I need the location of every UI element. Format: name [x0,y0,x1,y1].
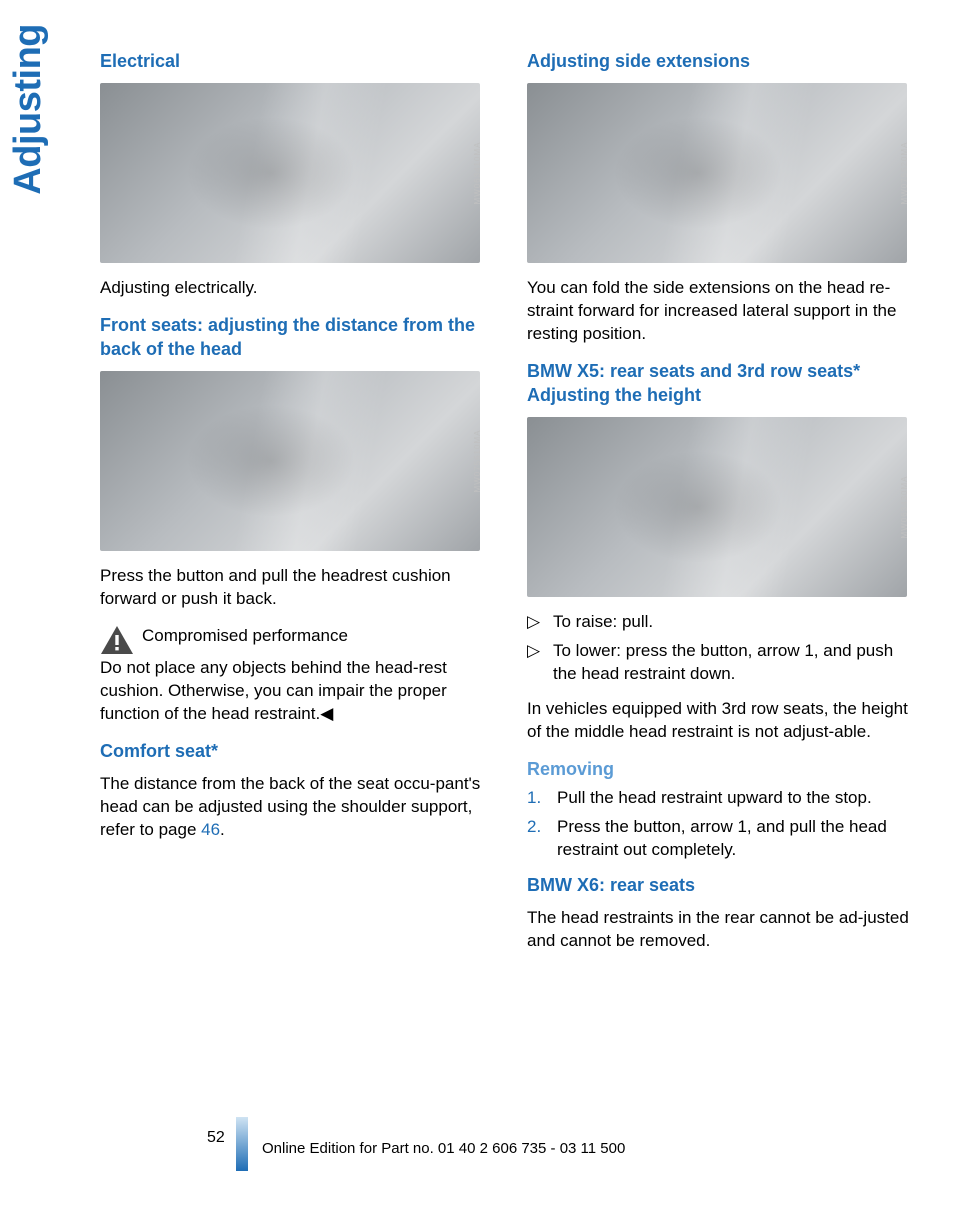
bullet-list-height: ▷ To raise: pull. ▷ To lower: press the … [527,611,919,686]
list-text: Pull the head restraint upward to the st… [557,787,872,810]
list-item: ▷ To lower: press the button, arrow 1, a… [527,640,919,686]
footer-text: Online Edition for Part no. 01 40 2 606 … [262,1140,625,1157]
figure-id: MW075610MA [473,430,480,493]
text-span: The distance from the back of the seat o… [100,774,480,839]
page-number-bar-icon [236,1117,248,1171]
figure-electrical-adjust: MW063410MA [100,83,480,263]
heading-bmw-x6-rear: BMW X6: rear seats [527,874,919,897]
warning-row: Compromised performance [100,625,492,655]
right-column: Adjusting side extensions MW075620MA You… [527,50,919,967]
page-link-46[interactable]: 46 [201,820,220,839]
list-item: 1. Pull the head restraint upward to the… [527,787,919,810]
heading-side-extensions: Adjusting side extensions [527,50,919,73]
list-item: 2. Press the button, arrow 1, and pull t… [527,816,919,862]
list-number: 2. [527,816,545,839]
left-column: Electrical MW063410MA Adjusting electric… [100,50,492,967]
paragraph-x6-rear: The head restraints in the rear cannot b… [527,907,919,953]
figure-side-extensions: MW075620MA [527,83,907,263]
heading-front-seats-distance: Front seats: adjusting the distance from… [100,314,492,361]
caption-electrical: Adjusting electrically. [100,277,492,300]
heading-comfort-seat: Comfort seat* [100,740,492,763]
heading-removing: Removing [527,758,919,781]
text-span: . [220,820,225,839]
warning-body: Do not place any objects behind the head… [100,657,492,726]
figure-id: MW063430MA [900,476,907,539]
paragraph-side-extensions: You can fold the side extensions on the … [527,277,919,346]
figure-id: MW063410MA [473,142,480,205]
paragraph-3rd-row: In vehicles equipped with 3rd row seats,… [527,698,919,744]
list-item: ▷ To raise: pull. [527,611,919,634]
warning-triangle-icon [100,625,134,655]
figure-id: MW075620MA [900,142,907,205]
warning-title: Compromised performance [142,625,348,648]
triangle-bullet-icon: ▷ [527,611,539,634]
figure-rear-height: MW063430MA [527,417,907,597]
triangle-bullet-icon: ▷ [527,640,539,663]
caption-headrest-distance: Press the button and pull the headrest c… [100,565,492,611]
page-number: 52 [207,1129,225,1147]
side-tab: Adjusting [7,24,50,195]
list-text: Press the button, arrow 1, and pull the … [557,816,919,862]
heading-bmw-x5-rear: BMW X5: rear seats and 3rd row seats* Ad… [527,360,919,407]
heading-electrical: Electrical [100,50,492,73]
numbered-list-removing: 1. Pull the head restraint upward to the… [527,787,919,862]
list-text: To raise: pull. [553,611,653,634]
list-text: To lower: press the button, arrow 1, and… [553,640,919,686]
list-number: 1. [527,787,545,810]
page-content: Electrical MW063410MA Adjusting electric… [100,50,920,967]
paragraph-comfort-seat: The distance from the back of the seat o… [100,773,492,842]
figure-headrest-distance: MW075610MA [100,371,480,551]
